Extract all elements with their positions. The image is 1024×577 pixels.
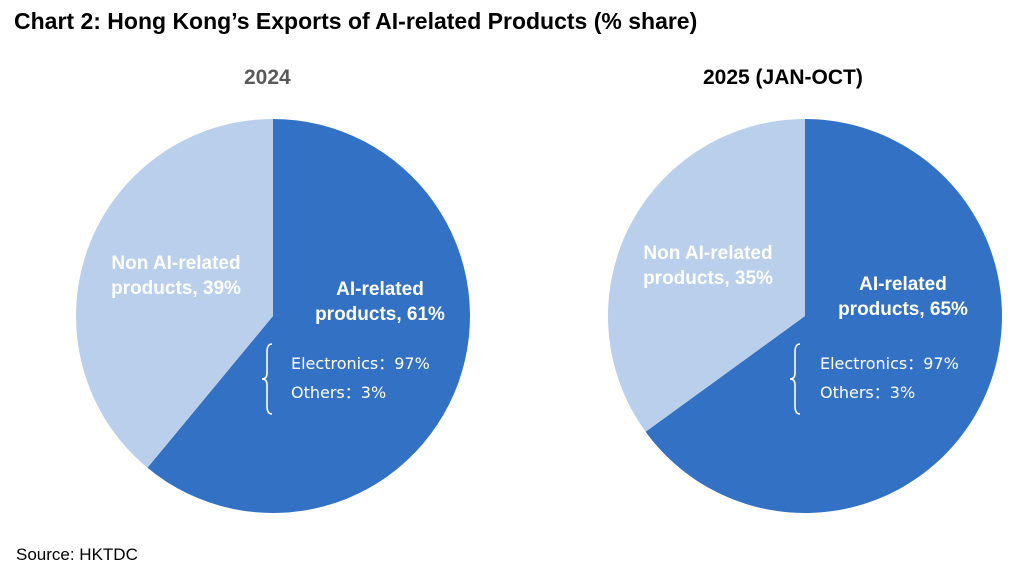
pie-slice-non-ai-related	[607, 118, 805, 432]
non-ai-slice-label: Non AI-related	[111, 253, 240, 274]
non-ai-slice-label: products, 39%	[111, 278, 241, 299]
pie-chart-0: AI-related products, 61% Non AI-related pro…	[76, 119, 471, 513]
breakdown-others: Others：3%	[820, 383, 915, 402]
pie-slice-ai-related	[645, 119, 1002, 513]
breakdown-brace	[261, 343, 273, 415]
non-ai-slice-label: products, 35%	[643, 268, 773, 289]
ai-slice-label: AI-related	[859, 274, 947, 295]
breakdown-electronics: Electronics：97%	[820, 354, 959, 373]
pie-slice-ai-related	[147, 119, 471, 513]
ai-slice-label: products, 61%	[315, 304, 445, 325]
breakdown-electronics: Electronics：97%	[291, 354, 430, 373]
pie-title-2024: 2024	[244, 66, 291, 89]
pie-slice-non-ai-related	[76, 119, 273, 468]
non-ai-slice-label: Non AI-related	[643, 243, 772, 264]
source-note: Source: HKTDC	[16, 545, 138, 564]
pie-title-2025: 2025 (JAN-OCT)	[703, 66, 863, 89]
ai-slice-label: products, 65%	[838, 299, 968, 320]
chart-title: Chart 2: Hong Kong’s Exports of AI-relat…	[14, 8, 698, 34]
pie-chart-1: AI-related products, 65% Non AI-related pro…	[607, 118, 1002, 513]
breakdown-brace	[789, 343, 801, 415]
ai-slice-label: AI-related	[336, 279, 424, 300]
breakdown-others: Others：3%	[291, 383, 386, 402]
